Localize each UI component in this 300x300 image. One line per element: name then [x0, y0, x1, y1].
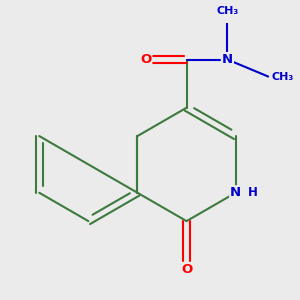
- Text: O: O: [181, 263, 192, 276]
- Text: H: H: [248, 186, 258, 199]
- Text: N: N: [222, 53, 233, 66]
- Text: CH₃: CH₃: [271, 71, 293, 82]
- Text: CH₃: CH₃: [216, 6, 238, 16]
- Text: O: O: [140, 53, 152, 66]
- Text: N: N: [230, 186, 241, 199]
